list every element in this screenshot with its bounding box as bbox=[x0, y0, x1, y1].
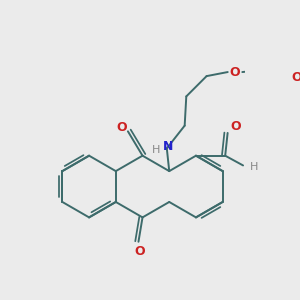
Text: H: H bbox=[152, 145, 160, 155]
Text: O: O bbox=[135, 245, 146, 258]
Text: O: O bbox=[230, 120, 241, 133]
Text: O: O bbox=[230, 66, 240, 79]
Text: O: O bbox=[116, 121, 127, 134]
Text: H: H bbox=[249, 162, 258, 172]
Text: O: O bbox=[291, 71, 300, 84]
Text: N: N bbox=[163, 140, 174, 153]
